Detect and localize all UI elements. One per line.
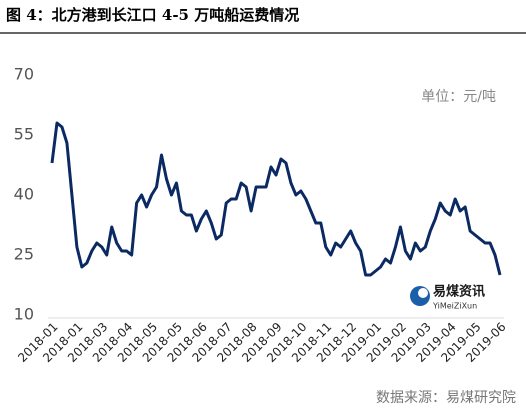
y-tick-label: 25	[14, 245, 34, 264]
source: 数据来源：易煤研究院	[376, 390, 516, 406]
logo-icon-inner	[418, 288, 428, 298]
unit-label: 单位：元/吨	[421, 89, 496, 105]
logo: 易煤资讯 YiMeiZiXun	[410, 284, 485, 311]
y-tick-label: 10	[14, 305, 34, 324]
y-tick-label: 70	[14, 65, 34, 84]
logo-name: 易煤资讯	[433, 284, 485, 300]
y-tick-label: 55	[14, 125, 34, 144]
y-tick-label: 40	[14, 185, 34, 204]
line-series	[50, 121, 502, 277]
logo-sub: YiMeiZiXun	[432, 302, 477, 311]
chart-title: 图 4：北方港到长江口 4-5 万吨船运费情况	[6, 6, 299, 24]
